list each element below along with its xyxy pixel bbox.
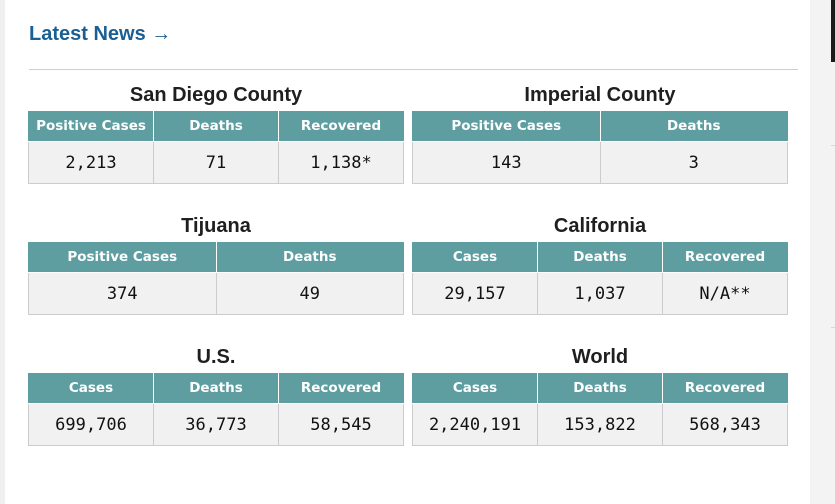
stat-value: 143 xyxy=(412,141,601,184)
column-header: Deaths xyxy=(153,111,279,142)
scrollbar-thumb[interactable] xyxy=(831,0,835,62)
value-row: 699,706 36,773 58,545 xyxy=(28,403,404,446)
news-stats-panel: Latest News → San Diego County Positive … xyxy=(5,0,810,504)
stat-value: 1,037 xyxy=(537,272,663,315)
column-header: Positive Cases xyxy=(28,242,217,273)
block-title: San Diego County xyxy=(129,84,303,106)
stat-value: 71 xyxy=(153,141,279,184)
stat-value: 3 xyxy=(599,141,788,184)
stat-value: 36,773 xyxy=(153,403,279,446)
stats-table: Cases Deaths Recovered 2,240,191 153,822… xyxy=(412,373,788,446)
header-row: Positive Cases Deaths xyxy=(28,242,404,273)
stats-table: Positive Cases Deaths Recovered 2,213 71… xyxy=(28,111,404,184)
stat-value: 1,138* xyxy=(278,141,404,184)
header-row: Cases Deaths Recovered xyxy=(412,242,788,273)
block-title: California xyxy=(553,215,647,237)
header-row: Positive Cases Deaths Recovered xyxy=(28,111,404,142)
world-block: World Cases Deaths Recovered 2,240,191 1… xyxy=(412,343,788,446)
column-header: Deaths xyxy=(215,242,404,273)
stat-value: 374 xyxy=(28,272,217,315)
value-row: 374 49 xyxy=(28,272,404,315)
stats-table: Positive Cases Deaths 374 49 xyxy=(28,242,404,315)
stat-value: 2,240,191 xyxy=(412,403,538,446)
column-header: Deaths xyxy=(599,111,788,142)
block-title: Tijuana xyxy=(181,215,251,237)
tijuana-block: Tijuana Positive Cases Deaths 374 49 xyxy=(28,212,404,315)
stat-value: 699,706 xyxy=(28,403,154,446)
column-header: Deaths xyxy=(153,373,279,404)
value-row: 2,240,191 153,822 568,343 xyxy=(412,403,788,446)
latest-news-link[interactable]: Latest News → xyxy=(29,23,172,45)
header-row: Cases Deaths Recovered xyxy=(28,373,404,404)
column-header: Recovered xyxy=(278,373,404,404)
stat-value: 568,343 xyxy=(662,403,788,446)
block-title: World xyxy=(571,346,629,368)
column-header: Recovered xyxy=(662,373,788,404)
stat-value: N/A** xyxy=(662,272,788,315)
column-header: Cases xyxy=(412,373,538,404)
column-header: Positive Cases xyxy=(28,111,154,142)
stats-table: Cases Deaths Recovered 29,157 1,037 N/A*… xyxy=(412,242,788,315)
divider xyxy=(831,145,835,146)
value-row: 2,213 71 1,138* xyxy=(28,141,404,184)
california-block: California Cases Deaths Recovered 29,157… xyxy=(412,212,788,315)
value-row: 143 3 xyxy=(412,141,788,184)
stat-value: 29,157 xyxy=(412,272,538,315)
us-block: U.S. Cases Deaths Recovered 699,706 36,7… xyxy=(28,343,404,446)
header-row: Positive Cases Deaths xyxy=(412,111,788,142)
block-title: U.S. xyxy=(196,346,236,368)
san-diego-county-block: San Diego County Positive Cases Deaths R… xyxy=(28,81,404,184)
column-header: Recovered xyxy=(662,242,788,273)
stats-table: Cases Deaths Recovered 699,706 36,773 58… xyxy=(28,373,404,446)
column-header: Positive Cases xyxy=(412,111,601,142)
divider xyxy=(29,69,798,70)
column-header: Deaths xyxy=(537,373,663,404)
column-header: Deaths xyxy=(537,242,663,273)
stat-value: 2,213 xyxy=(28,141,154,184)
stat-value: 58,545 xyxy=(278,403,404,446)
block-title: Imperial County xyxy=(524,84,676,106)
divider xyxy=(831,327,835,328)
column-header: Cases xyxy=(28,373,154,404)
stat-value: 49 xyxy=(215,272,404,315)
imperial-county-block: Imperial County Positive Cases Deaths 14… xyxy=(412,81,788,184)
column-header: Recovered xyxy=(278,111,404,142)
sidebar-edge xyxy=(810,0,835,504)
stat-value: 153,822 xyxy=(537,403,663,446)
value-row: 29,157 1,037 N/A** xyxy=(412,272,788,315)
stats-table: Positive Cases Deaths 143 3 xyxy=(412,111,788,184)
column-header: Cases xyxy=(412,242,538,273)
header-row: Cases Deaths Recovered xyxy=(412,373,788,404)
